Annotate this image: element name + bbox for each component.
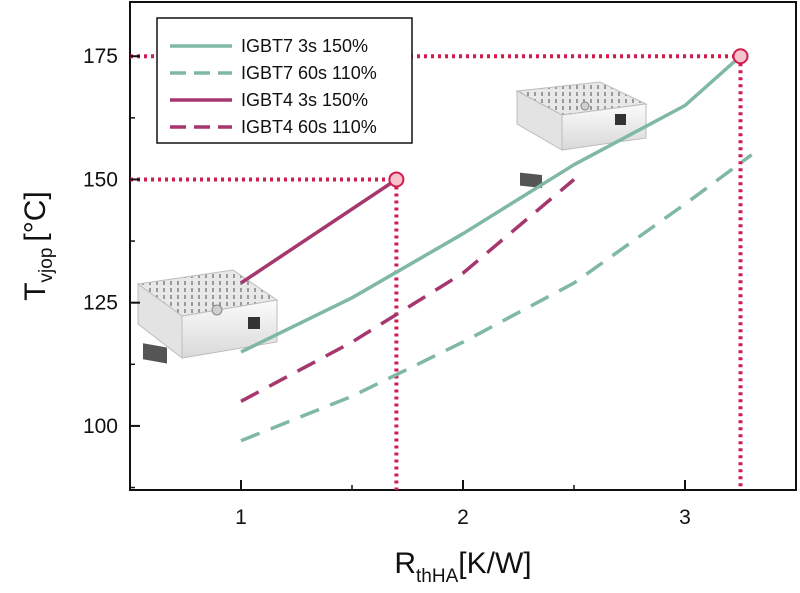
y-tick-label: 175 bbox=[83, 45, 118, 68]
series-line-2 bbox=[240, 153, 753, 443]
legend-box bbox=[156, 17, 413, 144]
y-tick-label: 100 bbox=[83, 415, 118, 438]
legend: IGBT7 3s 150% IGBT7 60s 110% IGBT4 3s 150%… bbox=[156, 17, 413, 144]
series-line-4 bbox=[240, 178, 576, 403]
y-axis-title-unit: [°C] bbox=[19, 191, 52, 241]
x-axis-title-main: R bbox=[394, 547, 416, 580]
x-tick-label: 1 bbox=[235, 506, 247, 529]
y-tick-label: 150 bbox=[83, 168, 118, 191]
legend-label: IGBT4 3s 150% bbox=[241, 90, 368, 110]
legend-label: IGBT7 60s 110% bbox=[241, 63, 377, 83]
x-axis-title-sub: thHA bbox=[416, 566, 459, 587]
x-tick-label: 3 bbox=[679, 506, 691, 529]
x-axis-title-unit: [K/W] bbox=[458, 547, 531, 580]
highlight-point bbox=[732, 48, 749, 65]
series-line-3 bbox=[240, 178, 398, 285]
highlight-point bbox=[388, 171, 405, 188]
y-axis-title-main: T bbox=[19, 282, 52, 300]
y-axis-title: Tvjop [°C] bbox=[19, 191, 57, 301]
legend-label: IGBT7 3s 150% bbox=[241, 36, 368, 56]
y-axis-title-sub: vjop bbox=[36, 248, 57, 283]
igbt-module-image-left bbox=[136, 269, 279, 364]
x-tick-label: 2 bbox=[457, 506, 469, 529]
legend-label: IGBT4 60s 110% bbox=[241, 117, 377, 137]
series-line-1 bbox=[240, 54, 742, 354]
y-tick-label: 125 bbox=[83, 292, 118, 315]
x-axis-title: RthHA[K/W] bbox=[394, 547, 531, 587]
